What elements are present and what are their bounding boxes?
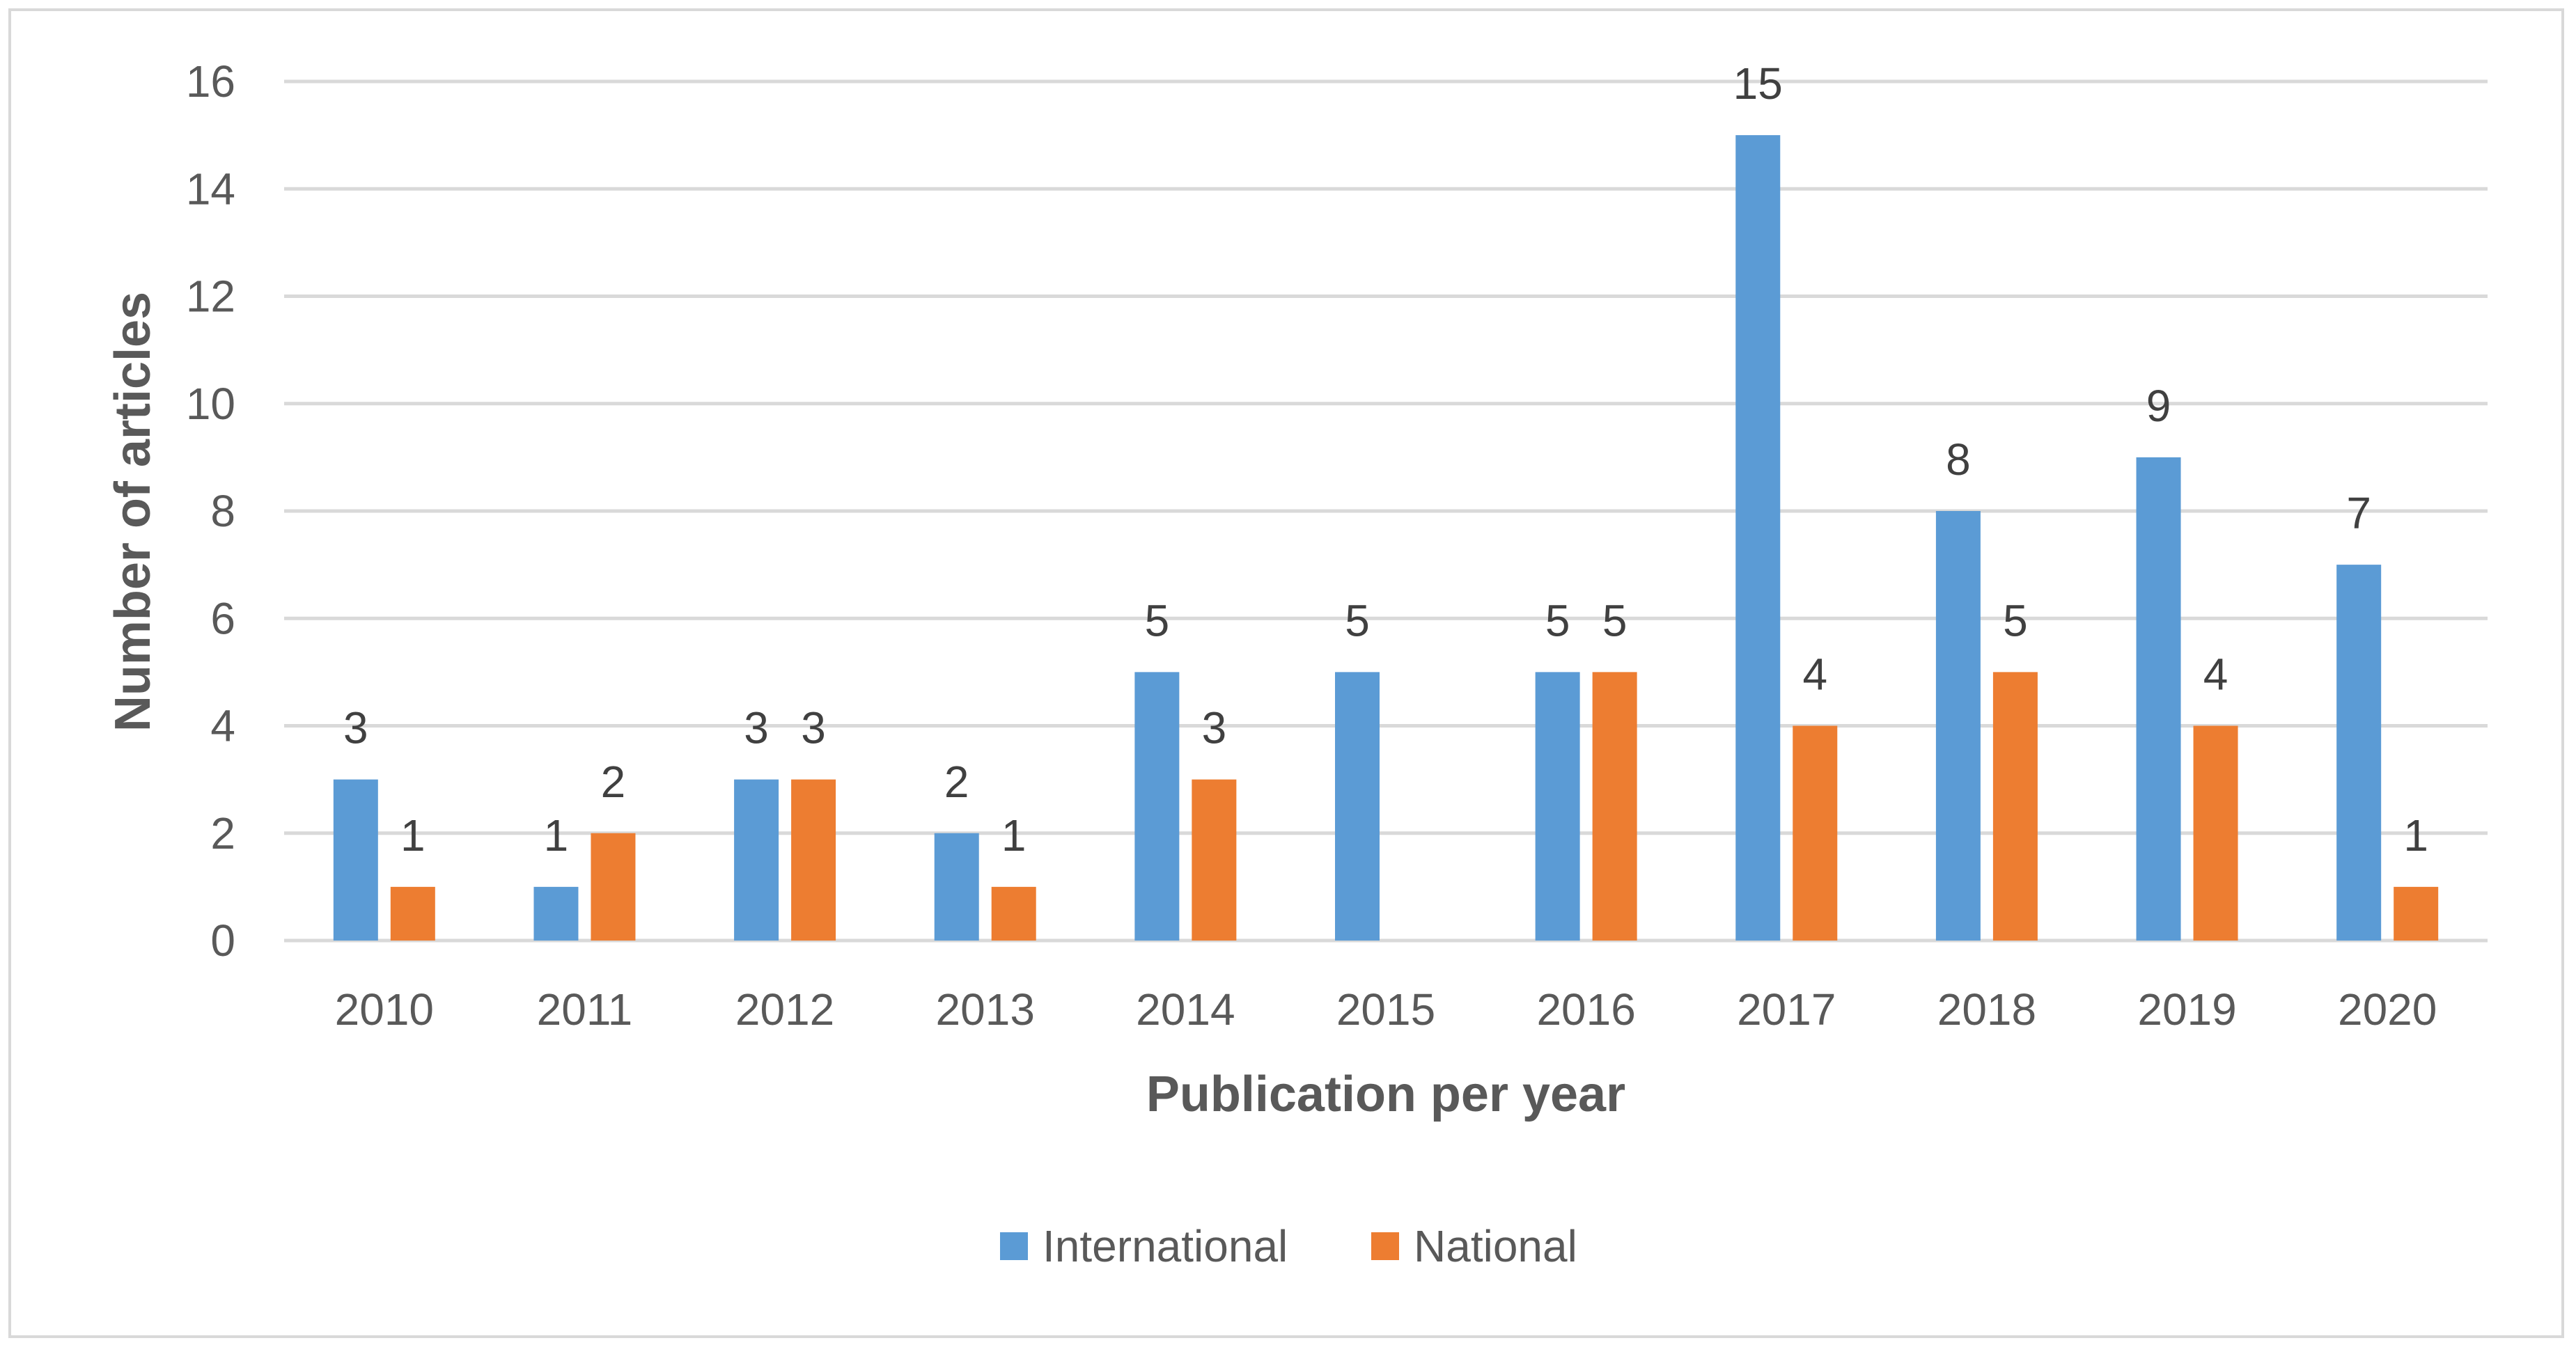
y-tick-label: 14 [186, 164, 235, 214]
y-tick-label: 12 [186, 272, 235, 322]
data-label-national-2016: 5 [1602, 595, 1627, 645]
bar-international-2016 [1535, 672, 1580, 941]
bar-national-2016 [1592, 672, 1637, 941]
y-tick-label: 2 [210, 808, 235, 858]
legend: International National [1000, 1221, 1577, 1271]
bar-national-2014 [1192, 779, 1237, 941]
bar-international-2014 [1134, 672, 1180, 941]
bar-national-2018 [1992, 672, 2038, 941]
legend-label-national: National [1414, 1221, 1577, 1271]
data-label-national-2011: 2 [601, 757, 626, 807]
data-label-national-2013: 1 [1001, 810, 1027, 860]
data-label-international-2014: 5 [1145, 595, 1170, 645]
y-tick-label: 0 [210, 915, 235, 966]
data-label-international-2012: 3 [744, 703, 769, 753]
x-tick-label: 2018 [1937, 984, 2036, 1035]
x-tick-label: 2015 [1336, 984, 1435, 1035]
bar-international-2018 [1935, 511, 1981, 941]
bar-international-2017 [1735, 135, 1781, 941]
data-label-national-2020: 1 [2403, 810, 2428, 860]
x-tick-label: 2020 [2338, 984, 2437, 1035]
legend-label-international: International [1043, 1221, 1288, 1271]
bar-international-2013 [934, 833, 979, 941]
y-axis-title: Number of articles [105, 292, 161, 732]
bar-international-2011 [533, 886, 579, 941]
bar-international-2020 [2336, 565, 2382, 941]
bar-national-2011 [591, 833, 636, 941]
bar-national-2013 [991, 886, 1036, 941]
x-tick-label: 2010 [335, 984, 434, 1035]
data-label-national-2018: 5 [2003, 595, 2028, 645]
bar-international-2010 [333, 779, 378, 941]
x-tick-label: 2019 [2137, 984, 2236, 1035]
data-label-international-2011: 1 [544, 810, 569, 860]
y-tick-label: 6 [210, 593, 235, 643]
y-tick-label: 8 [210, 486, 235, 536]
bars [333, 135, 2439, 941]
bar-international-2019 [2136, 457, 2181, 941]
data-label-international-2017: 15 [1733, 58, 1783, 109]
data-label-national-2014: 3 [1202, 703, 1227, 753]
y-tick-label: 10 [186, 379, 235, 429]
bar-international-2012 [734, 779, 779, 941]
data-label-international-2015: 5 [1345, 595, 1370, 645]
bar-national-2012 [791, 779, 836, 941]
y-tick-label: 16 [186, 56, 235, 107]
data-label-international-2019: 9 [2146, 381, 2171, 431]
data-label-international-2018: 8 [1946, 434, 1971, 485]
data-label-international-2013: 2 [944, 757, 969, 807]
x-axis-ticks: 2010 2011 2012 2013 2014 2015 2016 2017 2018 2019… [335, 984, 2437, 1035]
x-tick-label: 2017 [1737, 984, 1836, 1035]
legend-swatch-national [1371, 1232, 1399, 1260]
data-label-national-2019: 4 [2203, 650, 2228, 700]
x-tick-label: 2012 [735, 984, 834, 1035]
legend-swatch-international [1000, 1232, 1028, 1260]
data-label-national-2017: 4 [1802, 650, 1827, 700]
y-tick-label: 4 [210, 701, 235, 751]
x-tick-label: 2013 [936, 984, 1035, 1035]
data-label-national-2010: 1 [400, 810, 426, 860]
x-tick-label: 2011 [537, 984, 633, 1035]
x-tick-label: 2016 [1536, 984, 1635, 1035]
x-axis-title: Publication per year [1146, 1067, 1625, 1122]
bar-national-2020 [2394, 886, 2439, 941]
y-axis-ticks: 0 2 4 6 8 10 12 14 16 [186, 56, 235, 966]
x-tick-label: 2014 [1136, 984, 1235, 1035]
bar-national-2019 [2193, 725, 2238, 941]
data-label-international-2020: 7 [2346, 488, 2371, 538]
gridlines [284, 79, 2488, 943]
data-label-national-2012: 3 [801, 703, 826, 753]
bar-national-2017 [1793, 725, 1838, 941]
bar-national-2010 [390, 886, 435, 941]
bar-international-2015 [1335, 672, 1380, 941]
data-label-international-2010: 3 [343, 703, 368, 753]
data-label-international-2016: 5 [1545, 595, 1570, 645]
